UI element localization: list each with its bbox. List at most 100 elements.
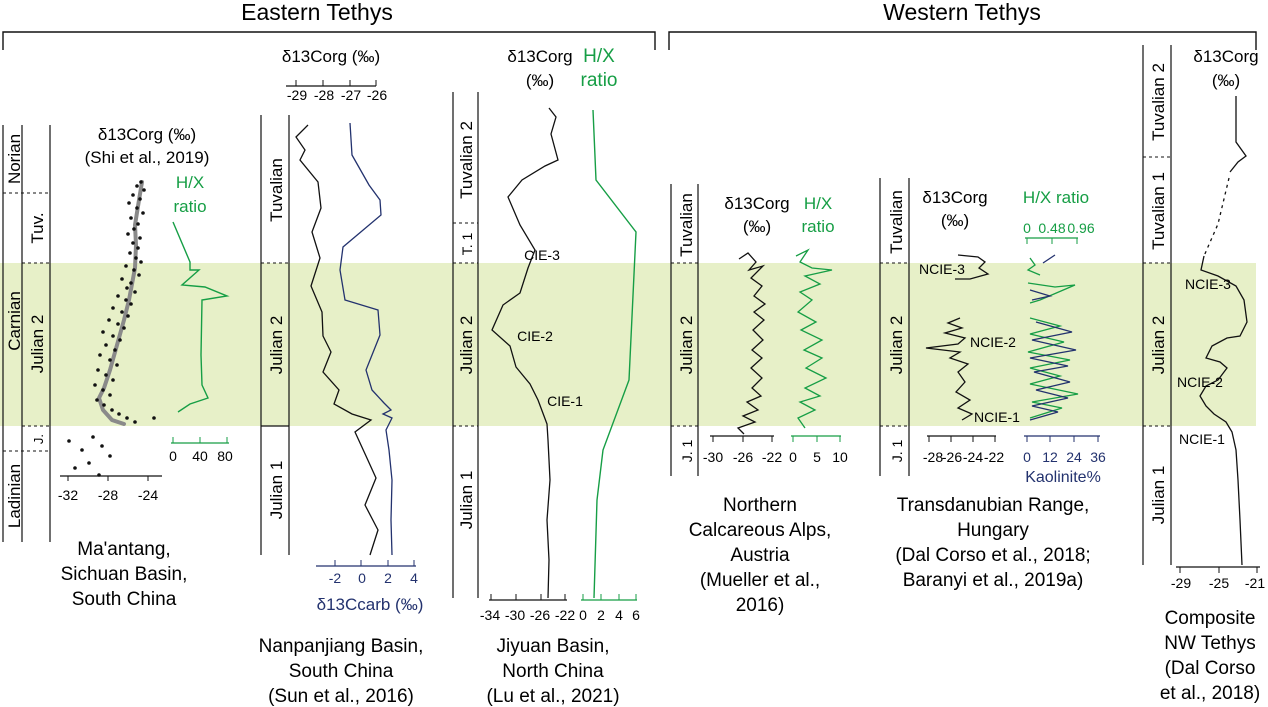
composite-ncie-3: NCIE-3 — [1185, 276, 1231, 292]
composite-title-3: (Dal Corso — [1165, 658, 1256, 679]
alps-section: Tuvalian Julian 2 J. 1 δ13Corg (‰) H/X r… — [670, 184, 848, 616]
alps-title-4: (Mueller et al., — [700, 570, 820, 591]
jiyuan-hx-curve — [592, 109, 637, 599]
jiyuan-org-tick-3: -26 — [530, 607, 550, 623]
nanpanjiang-tuvalian: Tuvalian — [267, 158, 286, 222]
jiyuan-title-2: North China — [502, 661, 604, 682]
nanpanjiang-julian1: Julian 1 — [267, 461, 286, 520]
jiyuan-t1: T. 1 — [459, 233, 475, 256]
transdanubian-tuvalian: Tuvalian — [887, 190, 906, 254]
composite-org-curve-dashed — [1203, 177, 1230, 257]
alps-title-3: Austria — [730, 545, 790, 566]
maantang-hx-label-1: H/X — [176, 173, 204, 192]
jiyuan-section: Tuvalian 2 T. 1 Julian 2 Julian 1 δ13Cor… — [452, 46, 640, 707]
substage-julian2: Julian 2 — [28, 315, 47, 374]
jiyuan-julian1: Julian 1 — [457, 471, 476, 530]
composite-julian2: Julian 2 — [1149, 316, 1168, 375]
maantang-section: Norian Carnian Ladinian Tuv. Julian 2 J.… — [2, 125, 233, 610]
transdanubian-title-3: (Dal Corso et al., 2018; — [895, 545, 1090, 566]
maantang-axis-title: δ13Corg (‰) — [98, 125, 196, 144]
composite-section: Tuvalian 2 Tuvalian 1 Julian 2 Julian 1 … — [1142, 45, 1265, 704]
transdanubian-kao-tick-4: 36 — [1090, 449, 1106, 465]
alps-org-curve — [736, 252, 767, 435]
jiyuan-hx-tick-4: 6 — [632, 607, 640, 623]
transdanubian-title-1: Transdanubian Range, — [897, 495, 1090, 516]
maantang-tick-1: -32 — [58, 487, 78, 503]
jiyuan-title-3: (Lu et al., 2021) — [486, 686, 619, 707]
jiyuan-org-permil: (‰) — [526, 71, 554, 90]
nanpanjiang-title-2: South China — [289, 661, 394, 682]
transdanubian-section: Tuvalian Julian 2 J. 1 δ13Corg (‰) H/X r… — [879, 178, 1106, 591]
jiyuan-org-label: δ13Corg — [507, 47, 572, 66]
alps-tuvalian: Tuvalian — [677, 193, 696, 257]
maantang-title-2: Sichuan Basin, — [61, 564, 188, 585]
alps-hx-label-1: H/X — [804, 194, 832, 213]
nanpanjiang-julian2: Julian 2 — [267, 316, 286, 375]
nanpanjiang-org-tick-1: -29 — [287, 87, 307, 103]
composite-org-label: δ13Corg — [1193, 47, 1258, 66]
transdanubian-hx-curve — [1026, 257, 1079, 419]
nanpanjiang-section: Tuvalian Julian 2 Julian 1 δ13Corg (‰) -… — [259, 47, 424, 707]
julian2-highlight-band — [0, 263, 1256, 426]
alps-title-2: Calcareous Alps, — [689, 520, 832, 541]
jiyuan-org-tick-1: -34 — [480, 607, 500, 623]
alps-hx-label-2: ratio — [801, 217, 834, 236]
nanpanjiang-org-tick-3: -27 — [341, 87, 361, 103]
transdanubian-org-label: δ13Corg — [922, 188, 987, 207]
nanpanjiang-carb-curve — [339, 122, 393, 556]
stage-norian: Norian — [5, 134, 24, 184]
jiyuan-title-1: Jiyuan Basin, — [496, 636, 609, 657]
transdanubian-j1: J. 1 — [889, 440, 905, 463]
jiyuan-hx-tick-1: 0 — [579, 607, 587, 623]
composite-ncie-1: NCIE-1 — [1179, 431, 1225, 447]
composite-org-tick-2: -25 — [1209, 575, 1229, 591]
maantang-tick-2: -28 — [98, 487, 118, 503]
transdanubian-kaolinite-label: Kaolinite% — [1025, 469, 1101, 486]
transdanubian-hx-tick-1: 0 — [1023, 220, 1031, 236]
transdanubian-kao-tick-3: 24 — [1066, 449, 1082, 465]
transdanubian-title-4: Baranyi et al., 2019a) — [903, 570, 1084, 591]
region-eastern-tethys: Eastern Tethys — [241, 0, 393, 25]
jiyuan-hx-tick-3: 4 — [615, 607, 623, 623]
transdanubian-hx-tick-3: 0.96 — [1067, 220, 1094, 236]
transdanubian-org-tick-2: -26 — [942, 449, 962, 465]
transdanubian-org-curve-lower — [925, 317, 974, 421]
transdanubian-hx-tick-2: 0.48 — [1038, 220, 1065, 236]
nanpanjiang-carb-title: δ13Ccarb (‰) — [317, 595, 424, 614]
nanpanjiang-org-tick-2: -28 — [314, 87, 334, 103]
composite-julian1: Julian 1 — [1149, 466, 1168, 525]
composite-ncie-2: NCIE-2 — [1177, 374, 1223, 390]
transdanubian-org-permil: (‰) — [941, 211, 969, 230]
nanpanjiang-carb-tick-4: 4 — [410, 570, 418, 586]
transdanubian-hx-label: H/X ratio — [1023, 188, 1089, 207]
jiyuan-org-curve — [491, 107, 559, 599]
transdanubian-kao-tick-2: 12 — [1042, 449, 1058, 465]
alps-julian2: Julian 2 — [677, 316, 696, 375]
nanpanjiang-axis-title: δ13Corg (‰) — [282, 47, 380, 66]
composite-org-curve-main — [1199, 255, 1248, 566]
nanpanjiang-carb-tick-1: -2 — [329, 570, 342, 586]
transdanubian-kao-tick-1: 0 — [1023, 449, 1031, 465]
maantang-hx-tick-1: 0 — [169, 448, 177, 464]
jiyuan-cie-3: CIE-3 — [524, 247, 560, 263]
transdanubian-ncie-2: NCIE-2 — [970, 334, 1016, 350]
jiyuan-cie-2: CIE-2 — [517, 328, 553, 344]
jiyuan-hx-label-2: ratio — [581, 70, 618, 91]
nanpanjiang-carb-tick-2: 0 — [358, 570, 366, 586]
alps-org-permil: (‰) — [743, 217, 771, 236]
composite-org-tick-1: -29 — [1171, 575, 1191, 591]
composite-tuvalian1: Tuvalian 1 — [1149, 172, 1168, 250]
western-bracket — [668, 31, 1257, 50]
transdanubian-ncie-1: NCIE-1 — [974, 409, 1020, 425]
composite-title-1: Composite — [1165, 608, 1256, 629]
maantang-tick-3: -24 — [138, 487, 158, 503]
transdanubian-ncie-3: NCIE-3 — [919, 261, 965, 277]
maantang-hx-label-2: ratio — [173, 197, 206, 216]
composite-org-tick-3: -21 — [1245, 575, 1265, 591]
alps-title-1: Northern — [723, 495, 797, 516]
composite-title-2: NW Tethys — [1164, 633, 1256, 654]
substage-j: J. — [31, 434, 46, 444]
substage-tuv: Tuv. — [28, 212, 47, 243]
composite-org-permil: (‰) — [1212, 71, 1240, 90]
